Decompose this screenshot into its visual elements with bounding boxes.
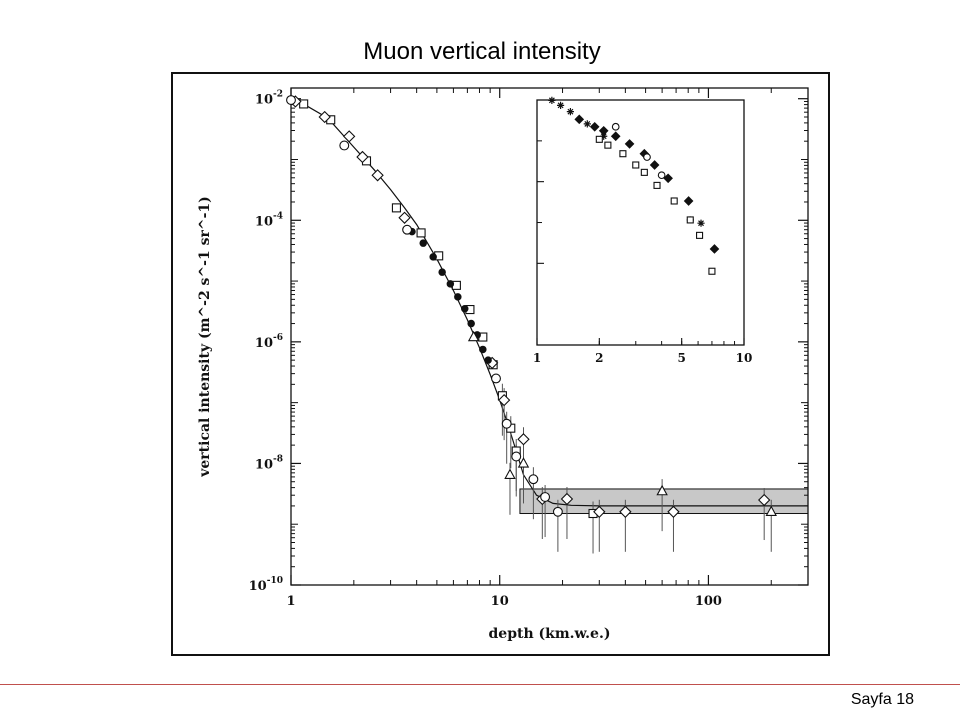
data-point-open-square (696, 231, 704, 239)
data-point-filled-diamond (709, 244, 720, 254)
page-number: Sayfa 18 (850, 691, 914, 708)
data-point-filled-circle (484, 356, 492, 364)
data-point-open-triangle (504, 468, 516, 479)
data-point-open-square (391, 203, 401, 213)
y-tick-exponent: -6 (273, 333, 283, 343)
data-point-open-circle (501, 418, 512, 429)
data-point-open-diamond (371, 169, 384, 182)
data-point-open-circle (611, 122, 620, 131)
data-point-open-diamond (497, 393, 511, 407)
data-point-open-circle (552, 506, 563, 517)
data-point-filled-diamond (589, 121, 600, 132)
data-point-open-diamond (560, 492, 574, 506)
data-point-asterisk (566, 108, 575, 116)
y-tick-label: 10-2 (255, 90, 283, 108)
data-point-open-diamond (318, 110, 331, 124)
data-point-open-square (686, 216, 694, 224)
data-point-filled-diamond (598, 125, 609, 136)
data-point-open-diamond (356, 150, 369, 164)
figure-frame (171, 72, 830, 656)
data-point-open-diamond (619, 505, 632, 518)
data-point-filled-circle (467, 319, 475, 328)
data-point-filled-diamond (663, 173, 673, 184)
data-point-filled-circle (438, 268, 446, 276)
y-tick-exponent: -8 (273, 454, 283, 464)
data-point-open-square (670, 197, 678, 205)
data-point-open-square (604, 141, 612, 149)
data-point-filled-diamond (624, 139, 635, 149)
data-point-filled-circle (429, 253, 437, 261)
data-point-open-circle (491, 373, 501, 384)
x-axis-label: depth (km.w.e.) (489, 626, 611, 642)
data-point-open-triangle (517, 457, 530, 468)
data-point-filled-diamond (649, 160, 660, 170)
x-tick-label: 100 (695, 594, 722, 609)
inset-x-tick-label: 2 (595, 351, 603, 365)
data-point-open-triangle (467, 330, 480, 342)
y-tick-label: 10-6 (255, 333, 283, 351)
data-point-open-circle (540, 492, 551, 502)
y-tick-mantissa: 10 (255, 457, 273, 472)
inset-frame (536, 99, 745, 346)
data-point-filled-circle (461, 305, 469, 313)
data-point-asterisk (548, 96, 556, 104)
data-point-open-square (299, 99, 309, 109)
data-point-open-square (595, 135, 603, 143)
data-point-open-triangle (765, 505, 777, 516)
data-point-asterisk (583, 120, 591, 128)
y-axis-label: vertical intensity (m^-2 s^-1 sr^-1) (197, 196, 213, 478)
data-point-asterisk (600, 132, 608, 140)
inset-plot: 1 2 5 10 (533, 96, 753, 365)
main-plot-frame (290, 87, 809, 586)
y-tick-label: 10-4 (255, 211, 283, 229)
data-point-open-circle (286, 95, 296, 106)
y-tick-mantissa: 10 (255, 93, 273, 108)
y-tick-label: 10-8 (255, 454, 283, 472)
y-tick-exponent: -4 (273, 211, 283, 221)
y-tick-mantissa: 10 (255, 214, 273, 229)
data-point-asterisk (697, 219, 705, 227)
data-point-open-square (708, 267, 716, 275)
inset-x-tick-label: 1 (533, 351, 541, 365)
data-point-open-circle (339, 140, 350, 151)
y-tick-mantissa: 10 (255, 336, 273, 351)
data-point-open-circle (528, 474, 539, 485)
y-tick-mantissa: 10 (249, 579, 267, 594)
data-point-open-circle (402, 224, 413, 235)
data-point-open-diamond (517, 433, 530, 446)
data-point-open-diamond (593, 505, 606, 518)
data-point-open-square (632, 161, 640, 169)
inset-x-tick-label: 5 (678, 351, 686, 365)
x-tick-label: 1 (286, 594, 295, 609)
y-tick-exponent: -10 (267, 576, 283, 586)
data-point-open-circle (643, 153, 651, 161)
data-point-filled-diamond (610, 131, 621, 142)
x-tick-label: 10 (491, 594, 509, 609)
slide-title: Muon vertical intensity (363, 38, 601, 65)
data-point-open-diamond (343, 130, 356, 143)
data-point-filled-circle (419, 239, 427, 247)
data-point-open-diamond (758, 493, 771, 507)
data-point-open-square (640, 168, 648, 176)
data-point-filled-diamond (683, 196, 694, 206)
data-point-open-triangle (656, 484, 668, 496)
y-tick-label: 10-10 (249, 576, 283, 594)
data-point-open-square (416, 228, 426, 238)
data-point-open-square (619, 150, 627, 158)
data-point-open-circle (511, 451, 522, 462)
data-point-filled-diamond (574, 114, 585, 125)
data-point-open-square (653, 181, 661, 189)
data-point-open-diamond (398, 211, 411, 224)
footer-divider (0, 684, 960, 685)
data-point-filled-circle (479, 345, 487, 354)
data-point-filled-circle (446, 280, 455, 288)
y-tick-exponent: -2 (273, 90, 283, 100)
data-point-filled-circle (454, 293, 462, 301)
data-point-open-diamond (667, 505, 680, 518)
data-point-open-circle (657, 171, 666, 180)
inset-x-tick-label: 10 (736, 351, 753, 365)
data-point-asterisk (556, 101, 565, 109)
